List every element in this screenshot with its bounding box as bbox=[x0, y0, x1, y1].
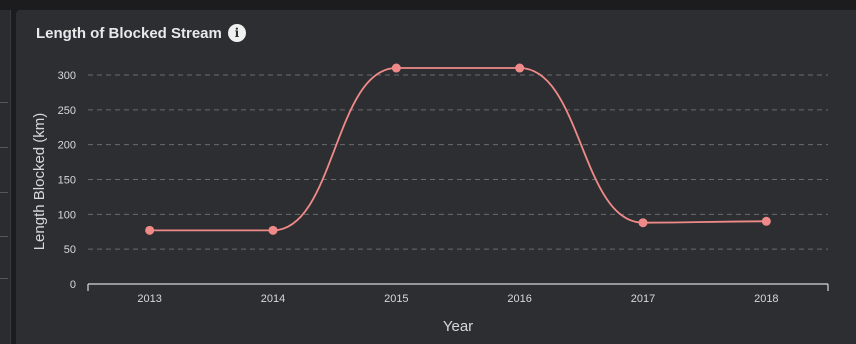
adjacent-panel-edge bbox=[0, 10, 11, 344]
x-tick-label: 2018 bbox=[754, 293, 778, 305]
data-point[interactable] bbox=[761, 216, 771, 226]
x-tick-label: 2015 bbox=[384, 293, 408, 305]
x-tick-label: 2016 bbox=[507, 293, 531, 305]
y-tick-label: 200 bbox=[58, 140, 76, 152]
adjacent-panel-tick bbox=[0, 147, 8, 148]
x-tick-label: 2017 bbox=[631, 293, 655, 305]
data-point[interactable] bbox=[391, 63, 401, 73]
adjacent-panel-tick bbox=[0, 278, 8, 279]
grid-lines bbox=[88, 74, 828, 250]
adjacent-panel-tick bbox=[0, 236, 8, 237]
adjacent-panel-tick bbox=[0, 102, 8, 103]
series-line bbox=[149, 67, 767, 232]
chart-title: Length of Blocked Stream bbox=[36, 24, 222, 42]
y-tick-label: 300 bbox=[58, 70, 76, 82]
data-point[interactable] bbox=[515, 63, 525, 73]
adjacent-panel-tick bbox=[0, 192, 8, 193]
y-axis-title: Length Blocked (km) bbox=[31, 113, 48, 251]
y-tick-label: 0 bbox=[70, 279, 76, 291]
y-tick-labels: 0 50 100 150 200 250 300 bbox=[58, 70, 76, 291]
x-tick-label: 2014 bbox=[261, 293, 285, 305]
chart-card: Length of Blocked Stream i bbox=[16, 10, 856, 344]
y-tick-label: 50 bbox=[64, 244, 76, 256]
info-icon[interactable]: i bbox=[227, 24, 246, 42]
data-point[interactable] bbox=[268, 225, 278, 235]
data-point[interactable] bbox=[145, 225, 155, 235]
y-tick-label: 100 bbox=[58, 209, 76, 221]
x-axis bbox=[87, 283, 829, 291]
data-points bbox=[145, 63, 771, 235]
data-point[interactable] bbox=[638, 218, 648, 228]
x-tick-labels: 2013 2014 2015 2016 2017 2018 bbox=[137, 293, 778, 305]
y-tick-label: 250 bbox=[58, 105, 76, 117]
chart-card-header: Length of Blocked Stream i bbox=[36, 24, 246, 42]
x-tick-label: 2013 bbox=[137, 293, 161, 305]
y-tick-label: 150 bbox=[58, 175, 76, 187]
x-axis-title: Year bbox=[443, 318, 473, 335]
